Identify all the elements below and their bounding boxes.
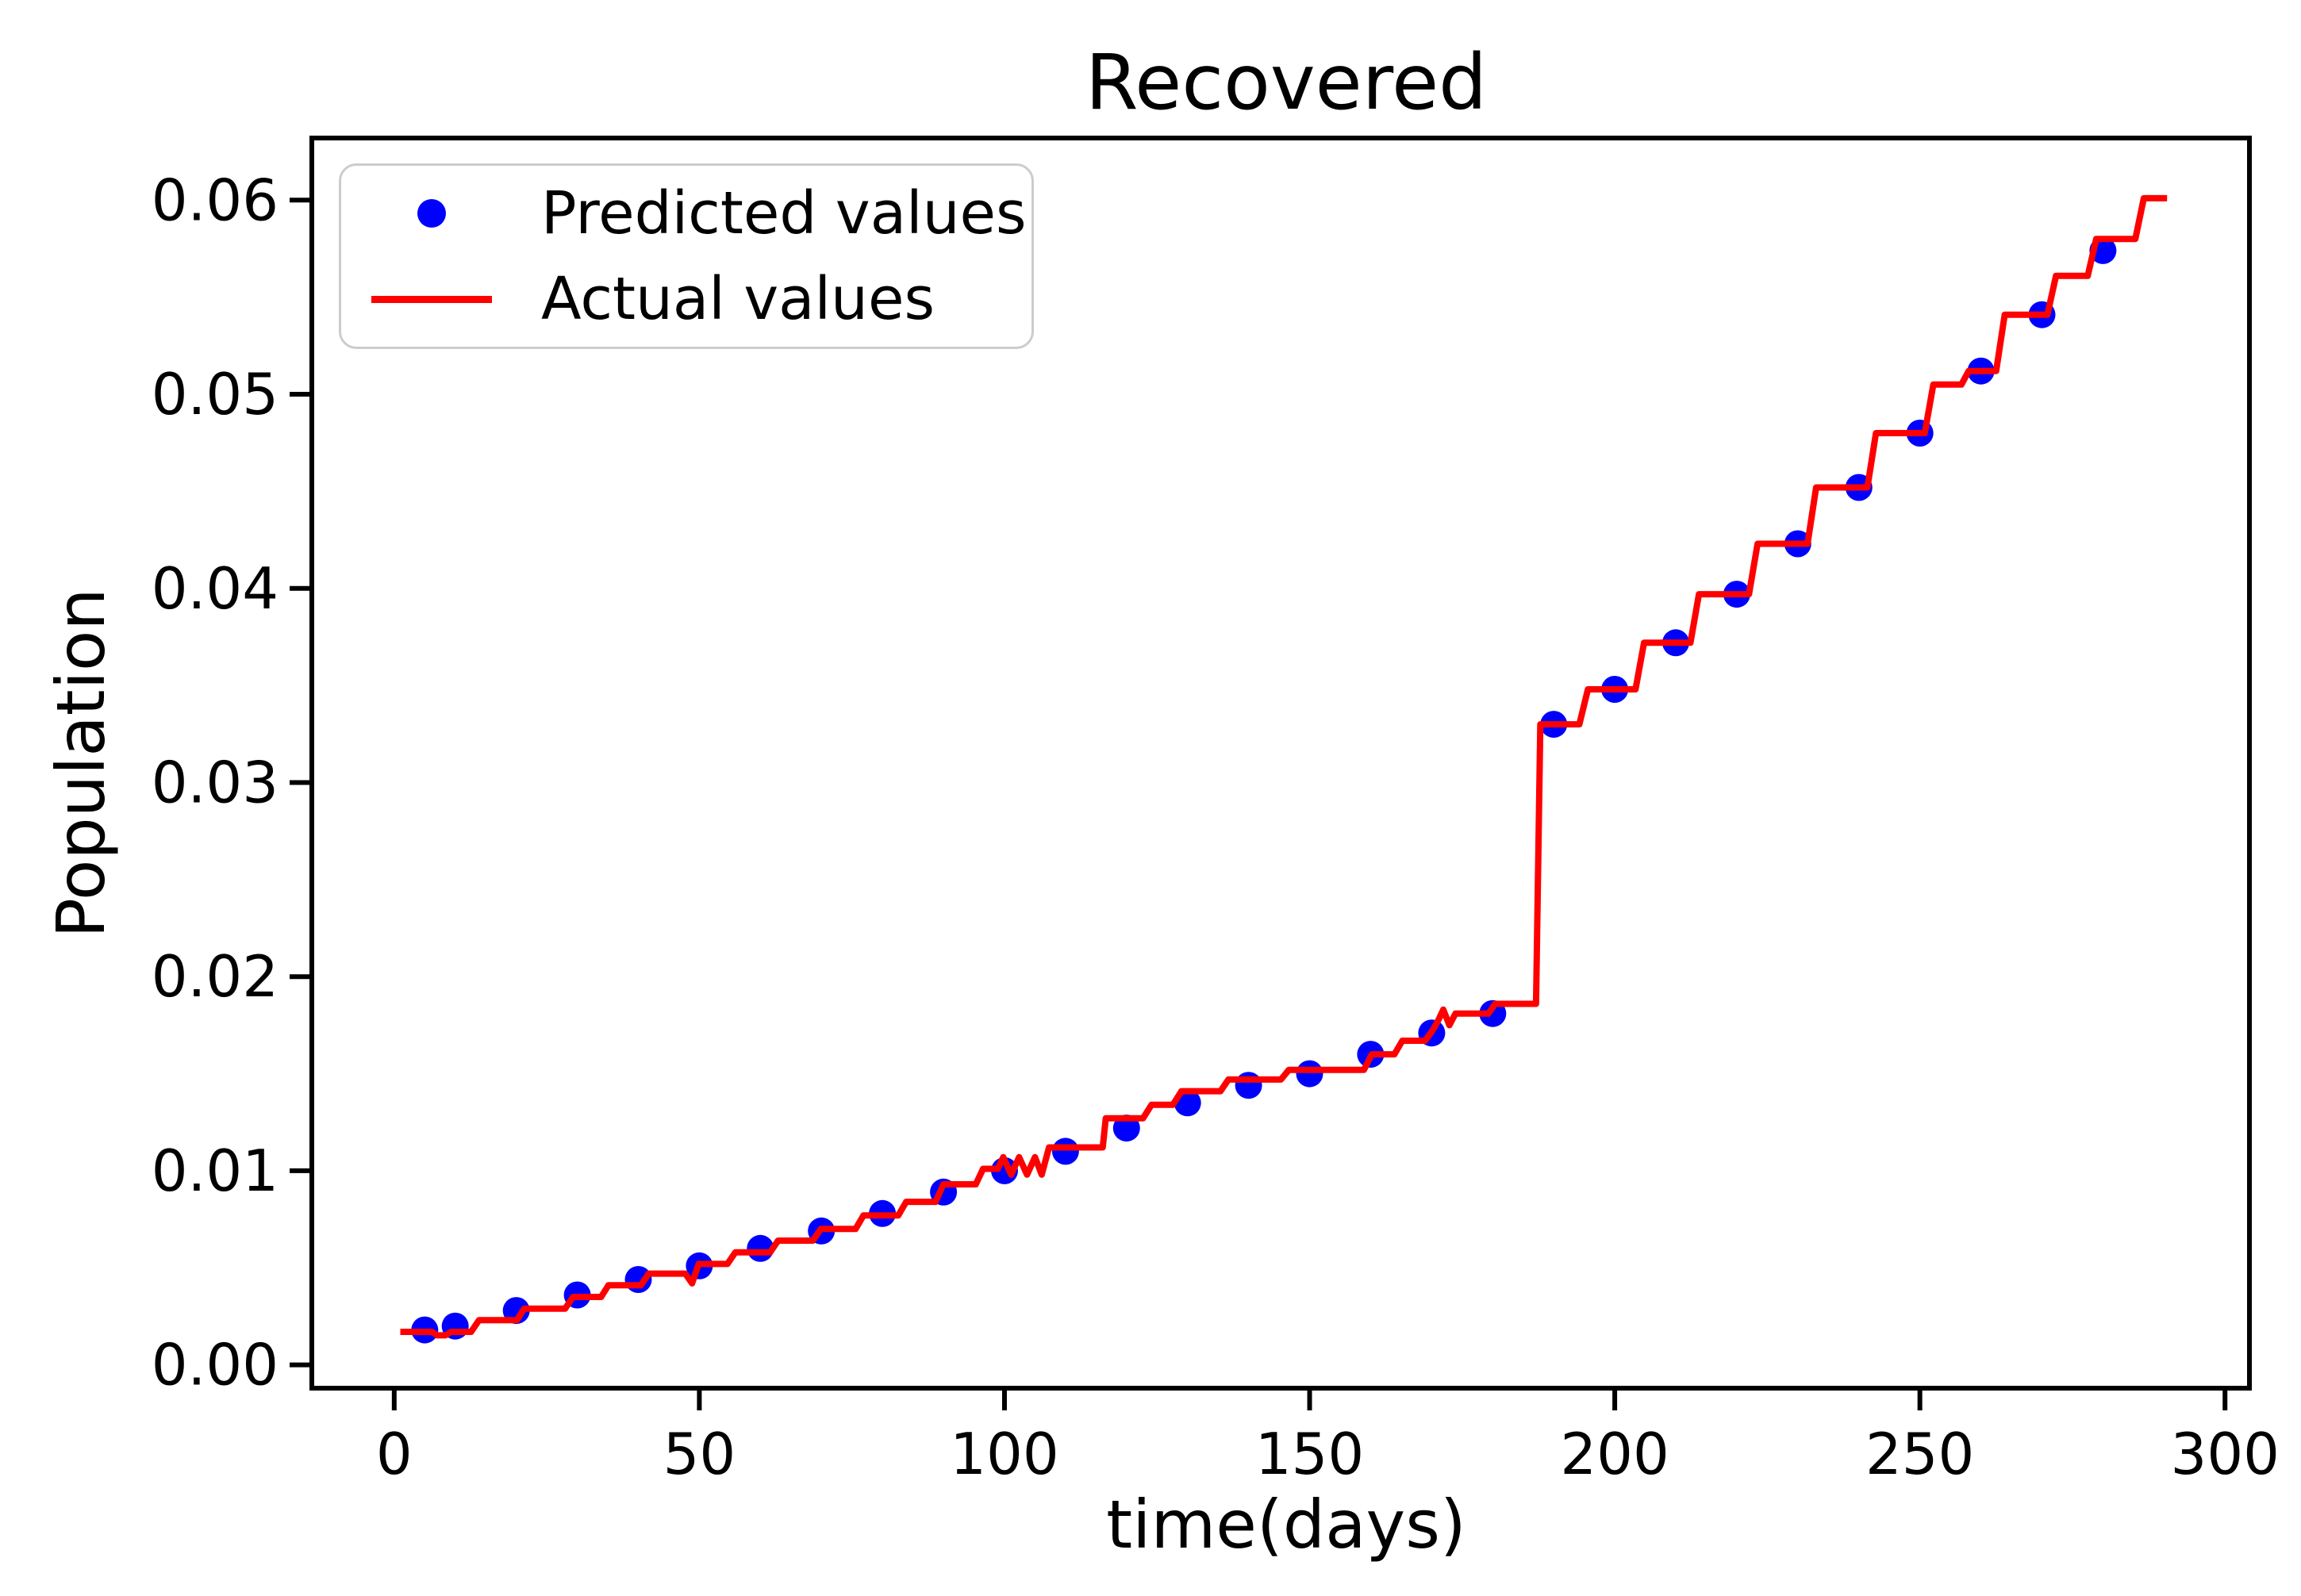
- x-tick-label: 0: [376, 1421, 413, 1487]
- y-tick-label: 0.03: [152, 749, 279, 815]
- x-tick-label: 250: [1865, 1421, 1974, 1487]
- x-tick-label: 300: [2171, 1421, 2280, 1487]
- y-tick-label: 0.05: [152, 361, 279, 428]
- y-tick-label: 0.04: [152, 555, 279, 622]
- x-tick-label: 200: [1560, 1421, 1669, 1487]
- y-axis-label: Population: [41, 588, 120, 938]
- y-tick-label: 0.06: [152, 167, 279, 233]
- actual-line: [400, 194, 2168, 1339]
- legend-marker-area: [341, 295, 522, 303]
- line-marker-icon: [371, 295, 492, 303]
- x-tick-label: 100: [950, 1421, 1058, 1487]
- legend-item-actual: Actual values: [341, 261, 1031, 337]
- x-axis-label: time(days): [1106, 1486, 1466, 1563]
- x-tick-label: 150: [1255, 1421, 1364, 1487]
- y-tick-label: 0.00: [152, 1332, 279, 1398]
- legend-marker-area: [341, 199, 522, 228]
- y-tick-label: 0.02: [152, 943, 279, 1010]
- legend: Predicted values Actual values: [339, 163, 1034, 349]
- x-tick-label: 50: [663, 1421, 736, 1487]
- legend-label-predicted: Predicted values: [541, 179, 1027, 247]
- plot-border: [309, 136, 2252, 1391]
- y-tick-label: 0.01: [152, 1138, 279, 1204]
- chart-title: Recovered: [1085, 38, 1488, 127]
- predicted-dot: [1296, 1060, 1323, 1088]
- legend-item-predicted: Predicted values: [341, 175, 1031, 251]
- predicted-dot: [1235, 1072, 1262, 1099]
- predicted-dot: [1051, 1138, 1079, 1165]
- scatter-marker-icon: [417, 199, 446, 228]
- legend-label-actual: Actual values: [541, 265, 935, 333]
